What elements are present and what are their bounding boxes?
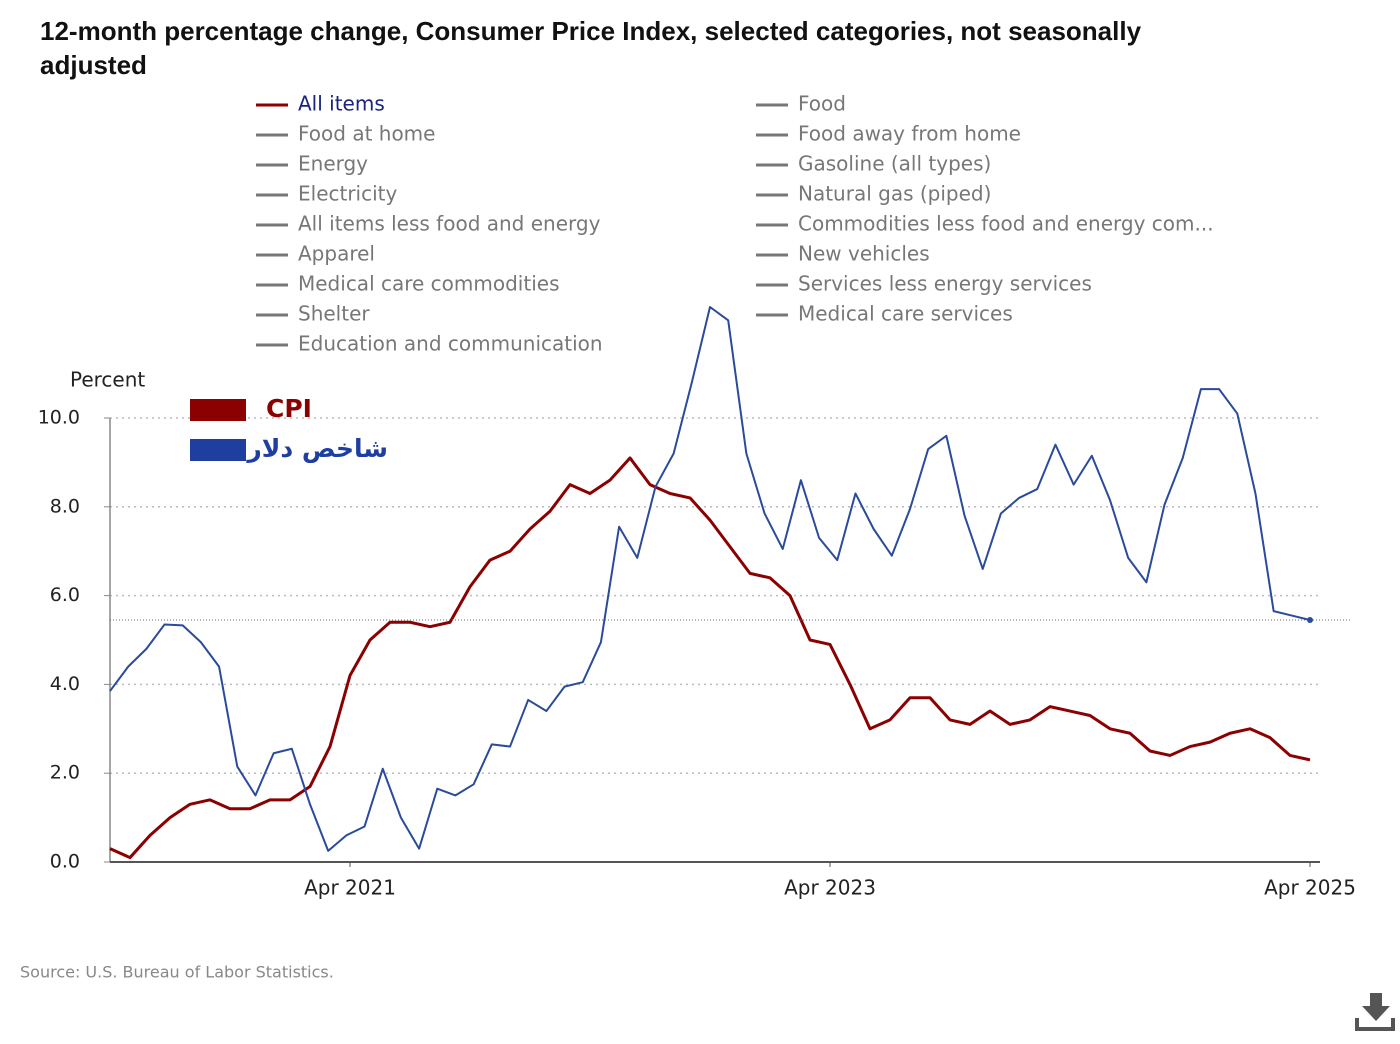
series-line — [109, 306, 1311, 852]
series-line — [109, 456, 1311, 860]
selector-item[interactable]: Food away from home — [798, 122, 1021, 146]
selector-item[interactable]: Commodities less food and energy com... — [798, 212, 1214, 236]
y-tick-label: 4.0 — [50, 673, 80, 695]
selector-item[interactable]: All items — [298, 92, 385, 116]
selector-item[interactable]: Services less energy services — [798, 272, 1092, 296]
y-tick-label: 10.0 — [38, 407, 80, 429]
selector-item[interactable]: Education and communication — [298, 332, 603, 356]
y-tick-label: 6.0 — [50, 584, 80, 606]
selector-item[interactable]: Apparel — [298, 242, 375, 266]
selector-item[interactable]: All items less food and energy — [298, 212, 601, 236]
x-tick-label: Apr 2025 — [1264, 876, 1356, 900]
legend-label: شاخص دلار — [245, 434, 388, 463]
y-tick-label: 2.0 — [50, 762, 80, 784]
source: Source: U.S. Bureau of Labor Statistics. — [20, 963, 334, 982]
legend-label: CPI — [266, 394, 312, 423]
x-tick-label: Apr 2021 — [304, 876, 396, 900]
selector-item[interactable]: Medical care services — [798, 302, 1013, 326]
y-tick-label: 0.0 — [50, 851, 80, 873]
selector-item[interactable]: Energy — [298, 152, 368, 176]
chart-title: 12-month percentage change, Consumer Pri… — [40, 16, 1142, 46]
legend-swatch — [190, 399, 246, 421]
y-axis-label: Percent — [70, 368, 145, 392]
download-icon[interactable] — [1355, 993, 1395, 1031]
y-tick-label: 8.0 — [50, 495, 80, 517]
selector-item[interactable]: Electricity — [298, 182, 398, 206]
x-tick-label: Apr 2023 — [784, 876, 876, 900]
selector-item[interactable]: Food at home — [298, 122, 435, 146]
selector-item[interactable]: Medical care commodities — [298, 272, 559, 296]
chart-title: adjusted — [40, 50, 147, 80]
selector-item[interactable]: Shelter — [298, 302, 370, 326]
selector-item[interactable]: Natural gas (piped) — [798, 182, 991, 206]
selector-item[interactable]: Food — [798, 92, 846, 116]
selector-item[interactable]: New vehicles — [798, 242, 930, 266]
hover-point — [1307, 617, 1313, 624]
legend-swatch — [190, 439, 246, 461]
selector-item[interactable]: Gasoline (all types) — [798, 152, 991, 176]
